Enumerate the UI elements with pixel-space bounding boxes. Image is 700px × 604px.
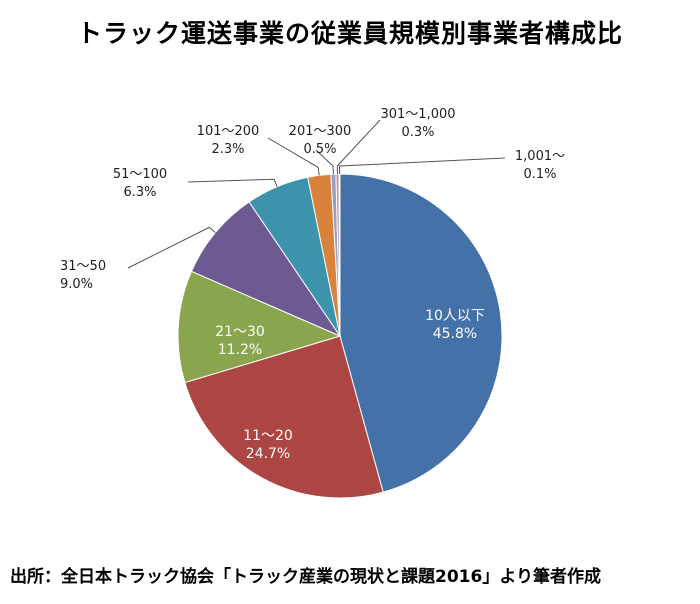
slice-value-1: 45.8% bbox=[433, 326, 477, 342]
pie-slice-3 bbox=[177, 270, 342, 384]
leader-line-6 bbox=[267, 137, 320, 176]
slice-value-9: 0.1% bbox=[523, 167, 556, 182]
slice-label-7: 201～300 bbox=[289, 124, 352, 139]
slice-label-4: 31～50 bbox=[60, 259, 106, 274]
leader-line-7 bbox=[315, 149, 334, 175]
pie-slices bbox=[177, 173, 503, 499]
slice-label-2: 11～20 bbox=[243, 428, 293, 444]
slice-value-8: 0.3% bbox=[401, 125, 434, 140]
slice-label-3: 21～30 bbox=[215, 324, 265, 340]
pie-slice-1 bbox=[339, 173, 503, 493]
leader-line-8 bbox=[336, 119, 381, 175]
leader-line-5 bbox=[187, 178, 278, 187]
leader-line-4 bbox=[127, 226, 216, 269]
pie-slice-2 bbox=[184, 335, 384, 499]
slice-label-9: 1,001～ bbox=[515, 149, 565, 164]
slice-labels: 10人以下 45.8% 11～20 24.7% 21～30 11.2% 31～50 9.0% 5… bbox=[60, 107, 565, 462]
slice-label-8: 301～1,000 bbox=[380, 107, 455, 122]
pie-slice-4 bbox=[190, 201, 342, 338]
slice-label-6: 101～200 bbox=[197, 124, 260, 139]
chart-title: トラック運送事業の従業員規模別事業者構成比 bbox=[76, 19, 623, 48]
slice-value-7: 0.5% bbox=[303, 142, 336, 157]
slice-value-2: 24.7% bbox=[246, 446, 290, 462]
slice-value-4: 9.0% bbox=[60, 277, 93, 292]
leader-line-9 bbox=[339, 157, 506, 174]
chart-source: 出所：全日本トラック協会「トラック産業の現状と課題2016」より筆者作成 bbox=[10, 567, 601, 587]
slice-value-3: 11.2% bbox=[218, 342, 262, 358]
slice-value-5: 6.3% bbox=[123, 185, 156, 200]
leader-lines bbox=[127, 119, 506, 269]
slice-value-6: 2.3% bbox=[211, 142, 244, 157]
slice-label-5: 51～100 bbox=[113, 167, 167, 182]
slice-label-1: 10人以下 bbox=[425, 308, 485, 324]
